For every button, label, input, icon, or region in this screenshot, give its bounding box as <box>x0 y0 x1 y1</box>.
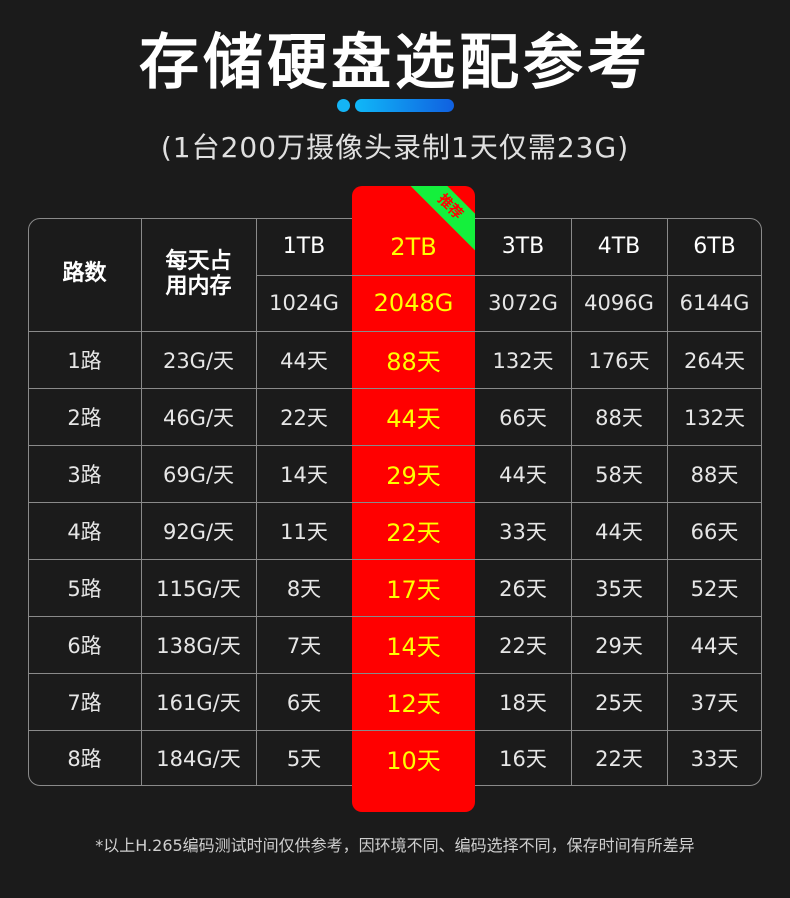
row-days: 88天 <box>386 348 441 376</box>
row-days: 44天 <box>280 348 328 373</box>
row-days: 52天 <box>690 576 739 601</box>
row-days: 14天 <box>386 633 441 661</box>
row-channels: 4路 <box>67 519 102 544</box>
row-divider <box>28 616 762 617</box>
header-daily: 每天占用内存 <box>165 249 232 299</box>
row-divider <box>28 388 762 389</box>
header-capacity-tb: 1TB <box>282 234 326 259</box>
row-divider <box>256 275 762 276</box>
header-capacity-tb: 6TB <box>693 234 736 259</box>
row-daily: 92G/天 <box>162 519 235 544</box>
row-days: 8天 <box>286 576 322 601</box>
row-days: 264天 <box>683 348 746 373</box>
row-days: 26天 <box>499 576 547 601</box>
row-days: 29天 <box>595 633 643 658</box>
row-channels: 8路 <box>67 747 102 771</box>
row-days: 16天 <box>499 747 547 771</box>
row-days: 176天 <box>588 348 650 373</box>
row-days: 58天 <box>595 462 643 487</box>
page-title: 存储硬盘选配参考 <box>139 28 651 98</box>
row-divider <box>28 730 762 731</box>
row-days: 7天 <box>286 633 322 658</box>
row-days: 29天 <box>386 462 441 490</box>
row-days: 37天 <box>690 690 739 715</box>
row-days: 44天 <box>386 405 441 433</box>
row-days: 6天 <box>286 690 322 715</box>
row-channels: 3路 <box>67 462 102 487</box>
row-channels: 7路 <box>67 690 102 715</box>
row-divider <box>28 502 762 503</box>
row-divider <box>28 673 762 674</box>
recommended-column-highlight: 推荐 <box>352 186 475 812</box>
row-daily: 69G/天 <box>162 462 235 487</box>
row-divider <box>28 445 762 446</box>
row-days: 132天 <box>683 405 746 430</box>
row-divider <box>28 559 762 560</box>
row-days: 44天 <box>499 462 547 487</box>
row-channels: 2路 <box>67 405 102 430</box>
row-days: 132天 <box>492 348 554 373</box>
row-days: 22天 <box>280 405 328 430</box>
row-days: 5天 <box>286 747 322 771</box>
row-days: 12天 <box>386 690 441 718</box>
row-daily: 161G/天 <box>156 690 241 715</box>
row-days: 22天 <box>499 633 547 658</box>
decor-bar <box>355 99 454 112</box>
row-days: 88天 <box>595 405 643 430</box>
header-capacity-tb: 4TB <box>597 234 641 259</box>
row-days: 10天 <box>386 746 441 775</box>
row-daily: 115G/天 <box>156 576 241 601</box>
row-days: 66天 <box>690 519 739 544</box>
header-capacity-tb: 3TB <box>501 234 545 259</box>
row-days: 25天 <box>595 690 643 715</box>
row-channels: 6路 <box>67 633 102 658</box>
footnote: *以上H.265编码测试时间仅供参考，因环境不同、编码选择不同，保存时间有所差异 <box>95 836 695 855</box>
row-channels: 1路 <box>67 348 102 373</box>
row-days: 66天 <box>499 405 547 430</box>
row-days: 33天 <box>690 747 739 771</box>
row-days: 88天 <box>690 462 739 487</box>
header-capacity-gb: 1024G <box>269 291 339 315</box>
header-channels: 路数 <box>62 261 107 287</box>
row-daily: 138G/天 <box>156 633 241 658</box>
header-capacity-gb: 6144G <box>679 291 750 315</box>
header-capacity-gb: 3072G <box>488 291 558 315</box>
row-channels: 5路 <box>67 576 102 601</box>
row-days: 11天 <box>280 519 328 544</box>
row-daily: 46G/天 <box>162 405 235 430</box>
row-days: 22天 <box>595 747 643 771</box>
row-days: 22天 <box>386 519 441 547</box>
row-days: 44天 <box>690 633 739 658</box>
row-days: 35天 <box>595 576 643 601</box>
header-capacity-tb: 2TB <box>390 232 437 261</box>
row-days: 33天 <box>499 519 547 544</box>
row-days: 44天 <box>595 519 643 544</box>
row-days: 18天 <box>499 690 547 715</box>
row-daily: 23G/天 <box>162 348 235 373</box>
row-daily: 184G/天 <box>156 747 241 771</box>
header-capacity-gb: 2048G <box>373 289 454 317</box>
row-days: 17天 <box>386 576 441 604</box>
subtitle: (1台200万摄像头录制1天仅需23G) <box>160 131 630 164</box>
row-days: 14天 <box>280 462 328 487</box>
header-capacity-gb: 4096G <box>584 291 654 315</box>
row-divider <box>28 331 762 332</box>
decor-dot <box>337 99 350 112</box>
